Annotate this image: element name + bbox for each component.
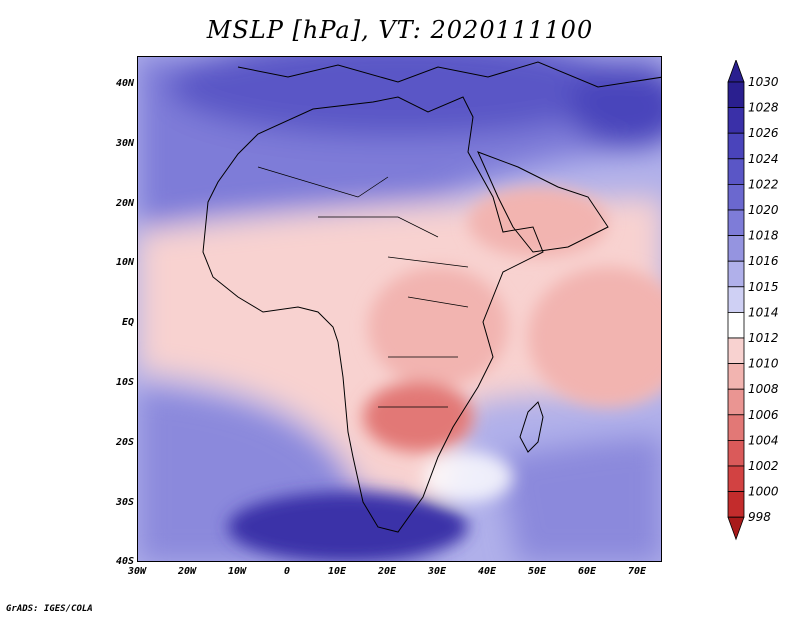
colorbar-cell xyxy=(727,439,745,467)
colorbar-level-label: 1026 xyxy=(748,126,778,140)
colorbar-cell xyxy=(727,311,745,339)
colorbar-level-label: 1030 xyxy=(748,75,778,89)
colorbar-cell xyxy=(727,209,745,237)
colorbar-cell xyxy=(727,465,745,493)
latitude-tick-label: 10S xyxy=(115,377,134,388)
colorbar-level-label: 1008 xyxy=(748,382,778,396)
colorbar-cell xyxy=(727,388,745,416)
colorbar-cell xyxy=(727,363,745,390)
latitude-tick-label: EQ xyxy=(121,317,134,329)
pressure-region-southern-ocean-high xyxy=(228,492,468,561)
pressure-region-indian-ocean-ridge xyxy=(528,267,661,407)
colorbar-bottom-arrow xyxy=(727,516,745,541)
longitude-tick-label: 0 xyxy=(283,566,291,577)
pressure-region-cape-transition xyxy=(423,452,513,502)
latitude-tick-label: 20S xyxy=(115,436,134,448)
colorbar-level-label: 1014 xyxy=(748,305,778,319)
longitude-tick-label: 40E xyxy=(477,566,497,577)
latitude-tick-label: 30N xyxy=(115,137,134,149)
pressure-region-kalahari-low xyxy=(363,382,473,452)
colorbar-level-label: 1000 xyxy=(748,485,778,499)
colorbar: 1030 1028 1026 1024 1022 1020 1018 1016 1015 1014… xyxy=(727,60,778,541)
colorbar-level-label: 1018 xyxy=(748,229,778,243)
pressure-map xyxy=(138,57,661,561)
longitude-tick-label: 10W xyxy=(227,566,247,577)
latitude-tick-label: 40N xyxy=(115,78,134,89)
colorbar-cell xyxy=(727,286,745,313)
latitude-tick-label: 30S xyxy=(115,496,134,508)
colorbar-level-label: 1028 xyxy=(748,101,778,115)
longitude-tick-label: 60E xyxy=(577,566,597,577)
map-panel xyxy=(137,56,662,562)
colorbar-top-arrow xyxy=(727,60,745,83)
map-title: MSLP [hPa], VT: 2020111100 xyxy=(206,16,594,44)
pressure-region-middle-east-high xyxy=(568,67,661,147)
madagascar-coastline xyxy=(519,401,544,453)
colorbar-cell xyxy=(727,184,745,211)
europe-coastline xyxy=(237,61,661,88)
longitude-tick-label: 30E xyxy=(427,566,447,577)
longitude-tick-label: 70E xyxy=(627,566,647,577)
colorbar-level-label: 1016 xyxy=(748,254,778,268)
colorbar-level-label: 998 xyxy=(748,510,771,524)
colorbar-level-label: 1006 xyxy=(748,408,778,422)
africa-coastline xyxy=(202,96,544,533)
pressure-region-indian-ocean-south xyxy=(498,437,661,561)
longitude-tick-label: 10E xyxy=(327,566,347,577)
longitude-tick-label: 50E xyxy=(527,566,547,577)
latitude-tick-label: 40S xyxy=(115,556,134,568)
pressure-region-arabia-low xyxy=(468,187,608,257)
latitude-tick-label: 20N xyxy=(115,197,134,209)
latitude-tick-label: 10N xyxy=(115,257,134,269)
arabia-coastline xyxy=(477,151,609,253)
colorbar-cell xyxy=(727,337,745,365)
colorbar-level-label: 1022 xyxy=(748,177,778,191)
credit-label: GrADS: IGES/COLA xyxy=(6,604,93,614)
colorbar-level-label: 1012 xyxy=(748,331,778,345)
colorbar-cell xyxy=(727,81,745,109)
longitude-tick-label: 20W xyxy=(177,566,197,577)
colorbar-level-label: 1015 xyxy=(748,280,778,294)
colorbar-level-label: 1024 xyxy=(748,152,778,166)
colorbar-level-label: 1020 xyxy=(748,203,778,217)
colorbar-cell xyxy=(727,260,745,288)
colorbar-level-label: 1010 xyxy=(748,357,778,371)
colorbar-level-label: 1004 xyxy=(748,433,778,447)
colorbar-cell xyxy=(727,235,745,262)
colorbar-cell xyxy=(727,107,745,134)
colorbar-cell xyxy=(727,158,745,185)
colorbar-cell xyxy=(727,132,745,160)
colorbar-level-label: 1002 xyxy=(748,459,778,473)
colorbar-cell xyxy=(727,491,745,518)
longitude-tick-label: 30W xyxy=(127,566,147,577)
country-borders xyxy=(257,166,469,408)
longitude-tick-label: 20E xyxy=(377,566,397,577)
colorbar-cell xyxy=(727,414,745,441)
